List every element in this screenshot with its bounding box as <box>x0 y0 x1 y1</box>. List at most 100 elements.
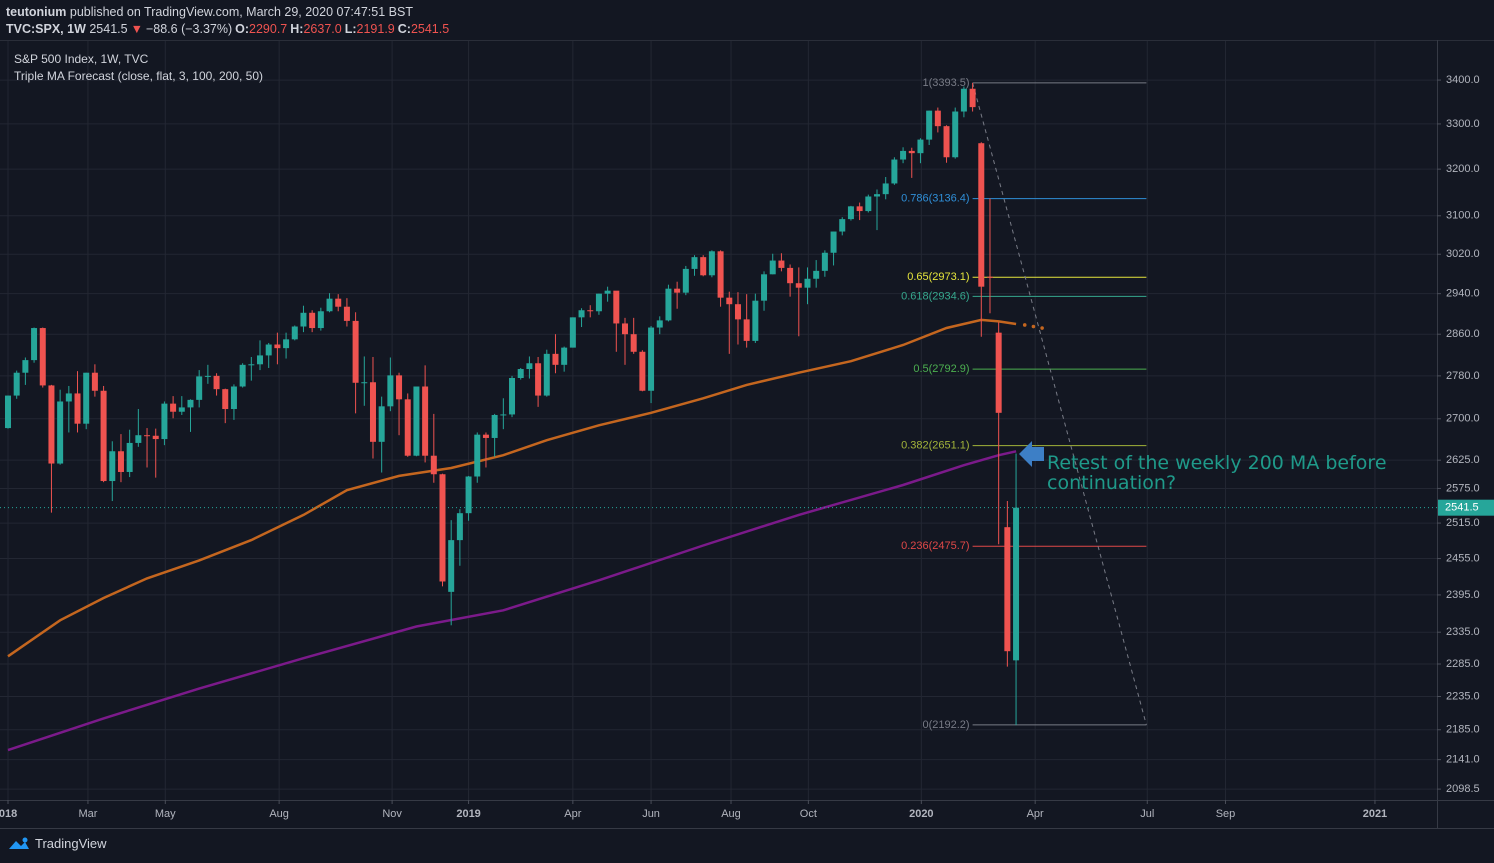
candle-body <box>152 435 159 440</box>
candle-body <box>126 442 133 472</box>
fib-label: 0.65(2973.1) <box>907 271 969 283</box>
arrow: ▼ <box>130 22 143 36</box>
fib-label: 1(3393.5) <box>923 77 970 89</box>
candle-body <box>604 290 611 294</box>
y-tick-label: 2395.0 <box>1446 589 1480 601</box>
x-tick-label: May <box>155 808 176 820</box>
candle-body <box>378 406 385 442</box>
candle-body <box>404 399 411 456</box>
y-tick-label: 3200.0 <box>1446 163 1480 175</box>
chart-subtitle: Triple MA Forecast (close, flat, 3, 100,… <box>14 69 263 83</box>
candle-body <box>39 328 46 386</box>
candle-body <box>734 304 741 320</box>
y-tick-label: 2700.0 <box>1446 413 1480 425</box>
candle-body <box>465 476 472 514</box>
candle-body <box>413 386 420 456</box>
candle-body <box>969 88 976 108</box>
candle-body <box>1013 507 1020 661</box>
candle-body <box>891 159 898 184</box>
candle-body <box>926 110 933 140</box>
candle-body <box>144 435 151 437</box>
candle-body <box>995 332 1002 413</box>
candle-body <box>882 183 889 195</box>
candle-body <box>309 312 316 329</box>
candle-body <box>804 278 811 288</box>
candle-body <box>813 270 820 279</box>
candle-body <box>170 403 177 412</box>
candle-body <box>369 382 376 442</box>
fib-label: 0.382(2651.1) <box>901 440 970 452</box>
candle-body <box>343 306 350 321</box>
fib-trend <box>972 82 1147 726</box>
candle-body <box>743 319 750 341</box>
candle-body <box>839 219 846 232</box>
candle-body <box>230 386 237 410</box>
h-label: H: <box>290 22 304 36</box>
fib-label: 0.786(3136.4) <box>901 193 970 205</box>
x-tick-label: Mar <box>78 808 97 820</box>
candle-body <box>621 323 628 335</box>
candle-body <box>578 310 585 318</box>
candle-body <box>456 513 463 541</box>
brand: TradingView <box>35 836 107 851</box>
y-tick-label: 2860.0 <box>1446 328 1480 340</box>
symbol: TVC:SPX, 1W <box>6 22 86 36</box>
candle-body <box>509 378 516 415</box>
candle-body <box>135 435 142 443</box>
author: teutonium <box>6 5 67 19</box>
candle-body <box>300 312 307 327</box>
candle-body <box>361 382 368 384</box>
y-tick-label: 3100.0 <box>1446 210 1480 222</box>
candle-body <box>552 353 559 365</box>
candle-body <box>535 363 542 396</box>
y-tick-label: 2141.0 <box>1446 754 1480 766</box>
candle-body <box>960 88 967 112</box>
candle-body <box>326 298 333 312</box>
candle-body <box>543 353 550 396</box>
candle-body <box>908 150 915 154</box>
footer: TradingView <box>8 836 107 851</box>
y-tick-label: 2575.0 <box>1446 482 1480 494</box>
candle-body <box>847 206 854 220</box>
candle-body <box>352 320 359 383</box>
open: 2290.7 <box>249 22 288 36</box>
candle-body <box>239 364 246 387</box>
candle-body <box>682 268 689 293</box>
x-tick-label: 2020 <box>909 808 933 820</box>
candle-body <box>482 434 489 438</box>
o-label: O: <box>235 22 250 36</box>
y-tick-label: 2335.0 <box>1446 626 1480 638</box>
candle-body <box>639 351 646 391</box>
candle-body <box>491 414 498 438</box>
plot-area: 1(3393.5) 0.786(3136.4) 0.65(2973.1) 0.618(… <box>0 77 1437 752</box>
publish-line: teutonium published on TradingView.com, … <box>6 4 452 21</box>
x-tick-label: Aug <box>269 808 289 820</box>
candle-body <box>856 206 863 212</box>
grid <box>0 40 1437 800</box>
candle-body <box>257 355 264 365</box>
change: −88.6 (−3.37%) <box>145 22 233 36</box>
candle-body <box>978 143 985 287</box>
candle-body <box>396 375 403 400</box>
candle-body <box>874 194 881 197</box>
y-tick-label: 2515.0 <box>1446 517 1480 529</box>
x-tick-label: 2021 <box>1363 808 1387 820</box>
x-tick-label: Sep <box>1216 808 1236 820</box>
candle-body <box>117 451 124 472</box>
x-tick-label: Jun <box>642 808 660 820</box>
candle-body <box>934 110 941 127</box>
ma-forecast-dot <box>1040 326 1044 330</box>
ma-forecast-dot <box>1022 323 1027 327</box>
y-tick-label: 3020.0 <box>1446 248 1480 260</box>
published: published on TradingView.com, March 29, … <box>69 5 413 19</box>
x-tick-label: Apr <box>1027 808 1044 820</box>
candle-body <box>708 251 715 276</box>
fib-label: 0(2192.2) <box>923 719 970 731</box>
candle-body <box>22 360 29 373</box>
low: 2191.9 <box>356 22 395 36</box>
candle-body <box>656 320 663 328</box>
logo <box>9 837 29 849</box>
x-tick-label: Nov <box>382 808 402 820</box>
